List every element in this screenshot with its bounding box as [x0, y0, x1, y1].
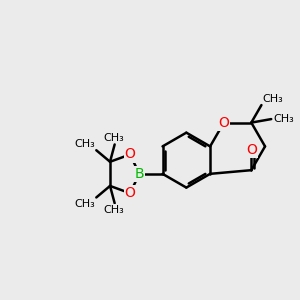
Text: CH₃: CH₃ [262, 94, 283, 104]
Text: CH₃: CH₃ [74, 199, 95, 208]
Text: CH₃: CH₃ [274, 114, 294, 124]
Text: CH₃: CH₃ [103, 205, 124, 215]
Text: O: O [246, 143, 257, 157]
Text: B: B [134, 167, 144, 181]
Text: O: O [125, 147, 136, 161]
Text: CH₃: CH₃ [103, 133, 124, 143]
Text: CH₃: CH₃ [74, 139, 95, 149]
Text: O: O [218, 116, 229, 130]
Text: O: O [125, 186, 136, 200]
